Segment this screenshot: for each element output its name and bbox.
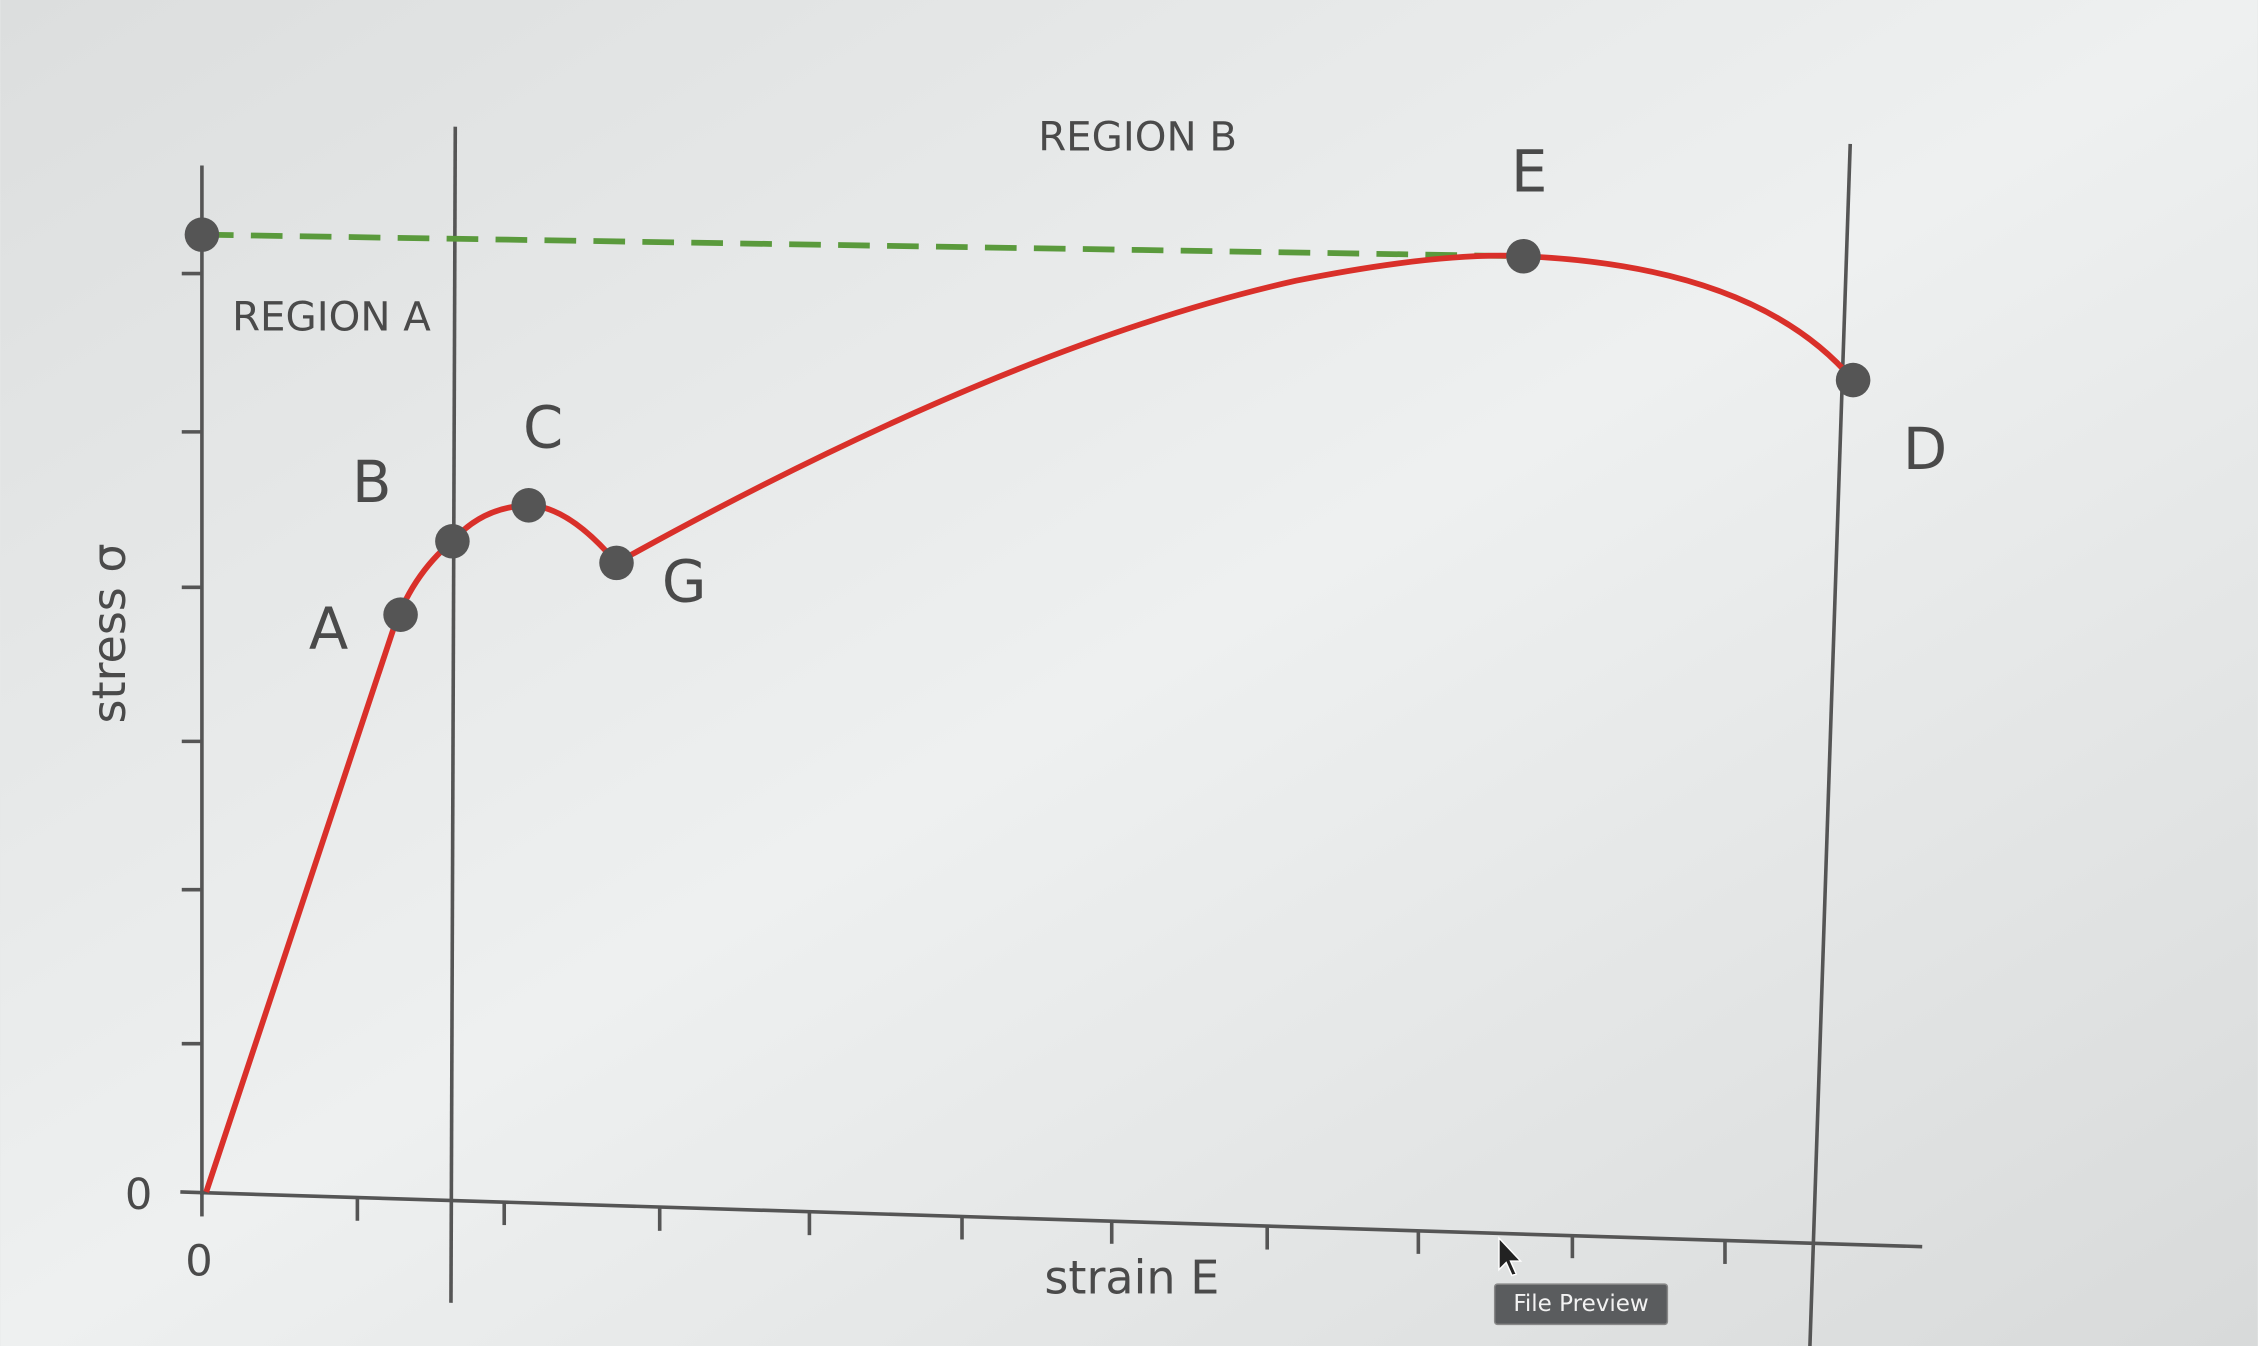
point bbox=[511, 488, 546, 523]
tooltip-box bbox=[1493, 1283, 1669, 1326]
region-divider bbox=[449, 126, 458, 1303]
x-ticks bbox=[200, 1193, 1727, 1264]
dashed-line bbox=[201, 231, 1524, 260]
x-axis-label: strain E bbox=[1044, 1251, 1219, 1305]
point-label: A bbox=[309, 596, 348, 663]
x-axis bbox=[180, 1190, 1923, 1249]
point bbox=[383, 597, 418, 632]
y-axis-label: stress σ bbox=[82, 543, 136, 723]
region-label: REGION A bbox=[232, 294, 431, 341]
point bbox=[599, 545, 634, 581]
point-label: B bbox=[352, 449, 392, 516]
cursor bbox=[1498, 1236, 1523, 1277]
point-label: G bbox=[662, 549, 707, 616]
point-label: D bbox=[1903, 416, 1947, 483]
point-label: E bbox=[1511, 138, 1547, 205]
stress-strain-curve bbox=[203, 252, 1856, 1193]
point-label: C bbox=[523, 394, 563, 461]
point bbox=[435, 524, 470, 559]
region-label: REGION B bbox=[1038, 114, 1237, 161]
y-ticks bbox=[181, 271, 202, 1046]
y-origin-label: 0 bbox=[125, 1170, 152, 1220]
point bbox=[1506, 238, 1541, 274]
point bbox=[184, 217, 220, 252]
fracture-line bbox=[1808, 143, 1853, 1346]
point bbox=[1835, 362, 1871, 398]
x-origin-label: 0 bbox=[185, 1236, 212, 1286]
tooltip-text: File Preview bbox=[1513, 1291, 1648, 1317]
